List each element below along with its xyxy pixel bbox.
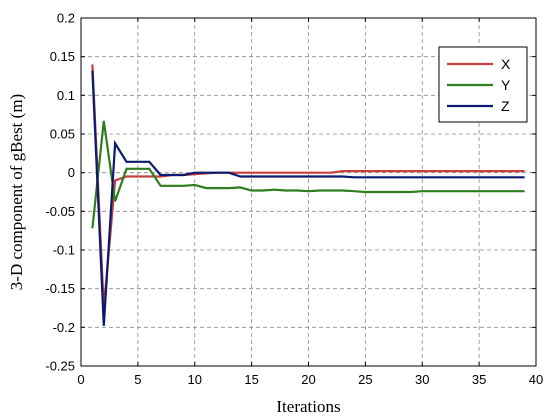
x-tick-label: 15 bbox=[244, 372, 258, 387]
x-tick-label: 20 bbox=[301, 372, 315, 387]
x-axis-title: Iterations bbox=[276, 397, 340, 416]
x-tick-label: 40 bbox=[529, 372, 543, 387]
legend-label-z: Z bbox=[501, 98, 510, 114]
y-tick-label: -0.1 bbox=[53, 243, 75, 258]
y-tick-label: 0.05 bbox=[50, 127, 75, 142]
legend: XYZ bbox=[438, 46, 528, 123]
series-line-z bbox=[91, 70, 525, 326]
legend-label-y: Y bbox=[501, 77, 511, 93]
y-tick-label: 0.2 bbox=[57, 11, 75, 26]
x-tick-label: 30 bbox=[415, 372, 429, 387]
legend-label-x: X bbox=[501, 56, 511, 72]
axis-ticks: 0 5 10 15 20 25 30 35 40 0.2 0.15 0.1 0.05 0 -0.05 -0.1… bbox=[45, 11, 543, 388]
y-tick-label: 0.1 bbox=[57, 88, 75, 103]
y-tick-label: -0.25 bbox=[45, 359, 75, 374]
x-tick-label: 10 bbox=[188, 372, 202, 387]
y-tick-label: 0.15 bbox=[50, 49, 75, 64]
y-tick-label: -0.2 bbox=[53, 320, 75, 335]
x-tick-label: 25 bbox=[358, 372, 372, 387]
x-tick-label: 5 bbox=[134, 372, 141, 387]
y-tick-label: -0.05 bbox=[45, 204, 75, 219]
series-lines bbox=[91, 64, 525, 326]
x-tick-label: 0 bbox=[77, 372, 84, 387]
series-line-y bbox=[91, 120, 525, 229]
x-tick-label: 35 bbox=[472, 372, 486, 387]
y-tick-label: 0 bbox=[68, 165, 75, 180]
y-axis-title: 3-D component of gBest (m) bbox=[7, 94, 26, 290]
y-tick-label: -0.15 bbox=[45, 281, 75, 296]
